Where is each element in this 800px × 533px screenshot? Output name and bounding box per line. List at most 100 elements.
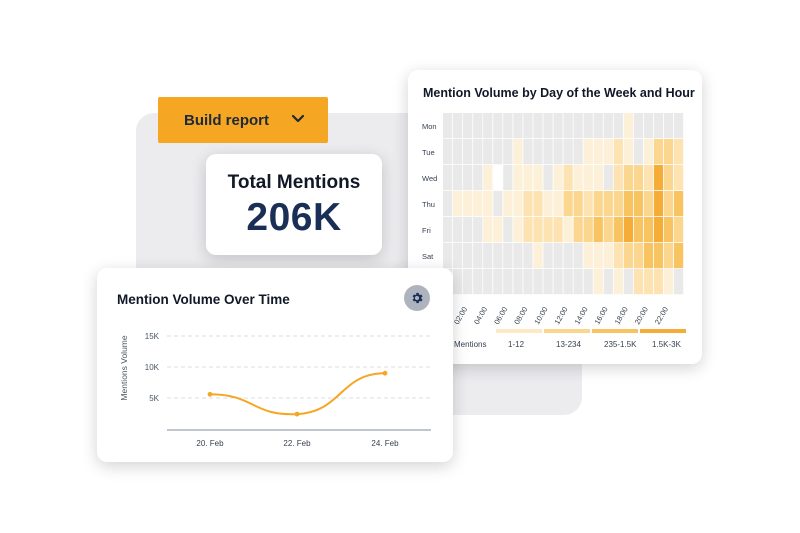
total-mentions-card: Total Mentions 206K <box>206 154 382 255</box>
heatmap-cell <box>523 113 533 139</box>
heatmap-cell <box>523 269 533 295</box>
heatmap-cell <box>553 113 563 139</box>
line-chart-card: Mention Volume Over Time 5K 10K 15K Mention… <box>97 268 453 462</box>
heatmap-hour-label: 22:00 <box>653 305 670 326</box>
data-point <box>207 391 213 397</box>
heatmap-cell <box>483 113 493 139</box>
heatmap-cell <box>443 139 453 165</box>
heatmap-cell <box>603 243 613 269</box>
heatmap-cell <box>563 191 573 217</box>
heatmap-cell <box>613 191 623 217</box>
heatmap-cell <box>473 269 483 295</box>
legend-label: 235-1.5K <box>604 340 637 349</box>
heatmap-cell <box>503 243 513 269</box>
heatmap-cell <box>573 191 583 217</box>
heatmap-cell <box>553 165 563 191</box>
heatmap-cell <box>533 217 543 243</box>
heatmap-hour-label: 06:00 <box>492 305 509 326</box>
heatmap-cell <box>553 243 563 269</box>
heatmap-cell <box>463 191 473 217</box>
heatmap-cell <box>513 191 523 217</box>
line-chart-title: Mention Volume Over Time <box>117 292 290 307</box>
heatmap-cell <box>593 269 603 295</box>
heatmap-cell <box>553 217 563 243</box>
heatmap-cell <box>493 113 503 139</box>
heatmap-cell <box>543 269 553 295</box>
heatmap-cell <box>633 217 644 243</box>
heatmap-cell <box>483 217 493 243</box>
settings-button[interactable] <box>404 285 430 311</box>
heatmap-cell <box>553 191 563 217</box>
heatmap-hour-label: 18:00 <box>613 305 630 326</box>
heatmap-cell <box>583 269 593 295</box>
heatmap-cell <box>613 217 623 243</box>
heatmap-cell <box>623 191 633 217</box>
heatmap-title: Mention Volume by Day of the Week and Ho… <box>423 86 695 100</box>
heatmap-cell <box>593 165 603 191</box>
heatmap-card: Mention Volume by Day of the Week and Ho… <box>408 70 702 364</box>
heatmap-cell <box>543 113 553 139</box>
heatmap-cell <box>513 217 523 243</box>
heatmap-cell <box>443 191 453 217</box>
heatmap-cell <box>473 165 483 191</box>
heatmap-cell <box>463 165 473 191</box>
heatmap-cell <box>623 217 633 243</box>
heatmap-cell <box>513 243 523 269</box>
heatmap-cell <box>473 243 483 269</box>
heatmap-cell <box>533 139 543 165</box>
heatmap-cell <box>643 191 654 217</box>
heatmap-cell <box>473 113 483 139</box>
gear-icon <box>412 292 423 304</box>
legend-label: Mentions <box>454 340 486 349</box>
heatmap-cell <box>443 165 453 191</box>
heatmap-cell <box>513 165 523 191</box>
heatmap-cell <box>453 243 463 269</box>
heatmap-cell <box>613 139 623 165</box>
heatmap-cell <box>623 113 633 139</box>
heatmap-cell <box>473 139 483 165</box>
legend-swatch <box>544 329 590 333</box>
heatmap-cell <box>523 165 533 191</box>
build-report-button[interactable]: Build report <box>158 97 328 143</box>
heatmap-cell <box>443 113 453 139</box>
heatmap-cell <box>563 113 573 139</box>
heatmap-cell <box>493 191 503 217</box>
heatmap-hour-label: 16:00 <box>593 305 610 326</box>
data-point <box>294 411 300 417</box>
heatmap-cell <box>613 113 623 139</box>
heatmap-cell <box>593 217 603 243</box>
total-mentions-value: 206K <box>246 196 342 239</box>
heatmap-cell <box>583 191 593 217</box>
heatmap-cell <box>543 243 553 269</box>
heatmap-cell <box>643 165 654 191</box>
heatmap-cell <box>523 217 533 243</box>
build-report-label: Build report <box>184 111 269 129</box>
heatmap-cell <box>603 113 613 139</box>
heatmap-cell <box>663 113 674 139</box>
heatmap-day-label: Tue <box>422 148 435 157</box>
heatmap-cell <box>573 243 583 269</box>
x-tick-label: 24. Feb <box>371 439 399 448</box>
heatmap-cell <box>613 269 623 295</box>
heatmap-cell <box>543 191 553 217</box>
heatmap-cell <box>663 191 674 217</box>
y-tick-label: 10K <box>145 363 160 372</box>
heatmap-cell <box>653 243 664 269</box>
legend-swatch <box>496 329 542 333</box>
heatmap-cell <box>673 139 684 165</box>
heatmap-cell <box>463 217 473 243</box>
heatmap-cell <box>553 269 563 295</box>
heatmap-cell <box>583 243 593 269</box>
heatmap-cell <box>543 217 553 243</box>
heatmap-cell <box>603 139 613 165</box>
heatmap-cell <box>453 217 463 243</box>
heatmap-cell <box>503 113 513 139</box>
legend-swatch <box>640 329 686 333</box>
legend-label: 13-234 <box>556 340 581 349</box>
heatmap-cell <box>453 139 463 165</box>
heatmap-cell <box>533 269 543 295</box>
heatmap-cell <box>603 191 613 217</box>
heatmap-cell <box>593 113 603 139</box>
heatmap-cell <box>573 217 583 243</box>
heatmap-cell <box>603 165 613 191</box>
